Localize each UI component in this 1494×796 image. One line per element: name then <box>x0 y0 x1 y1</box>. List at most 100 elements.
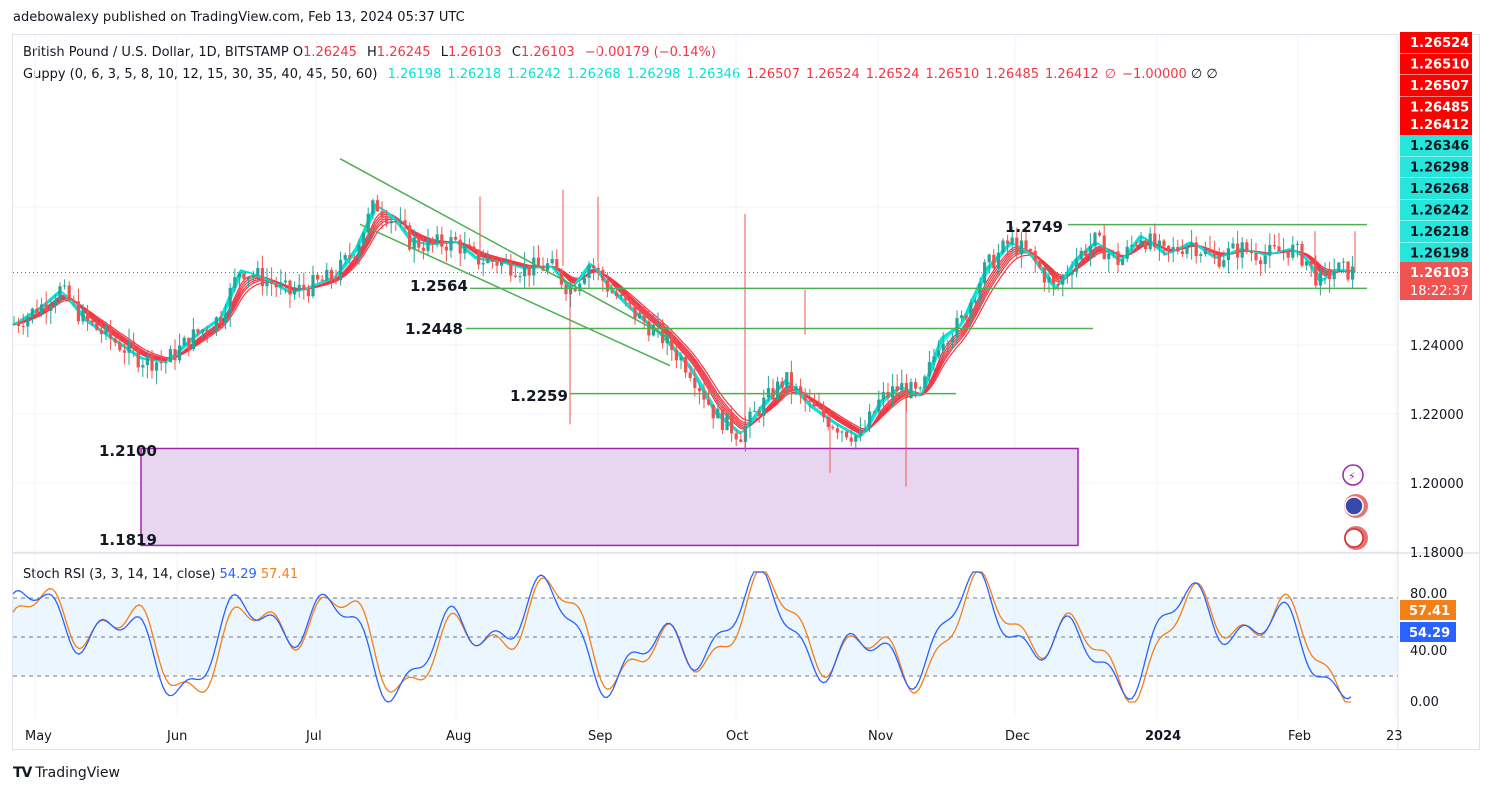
candle-body <box>155 362 159 371</box>
candle-body <box>822 407 826 418</box>
candle-body <box>297 284 301 291</box>
candle-body <box>339 259 343 281</box>
candle-body <box>927 362 931 377</box>
candle-body <box>1065 274 1069 277</box>
candle-body <box>44 304 48 312</box>
candle-body <box>711 404 715 419</box>
candle-body <box>1314 264 1318 286</box>
badge-red-text: 1.26524 <box>1410 36 1469 51</box>
candle-body <box>863 428 867 431</box>
candle-body <box>113 338 117 343</box>
stoch-legend[interactable]: Stoch RSI (3, 3, 14, 14, close) 54.29 57… <box>23 567 298 582</box>
candle-body <box>21 326 25 328</box>
candle-body <box>201 329 205 333</box>
badge-cyan-text: 1.26242 <box>1410 204 1469 219</box>
stoch-tick: 80.00 <box>1410 587 1447 602</box>
candle-body <box>316 274 320 280</box>
candle-body <box>352 257 356 259</box>
candle-body <box>946 343 950 345</box>
candle-body <box>785 372 789 388</box>
candle-body <box>693 377 697 389</box>
candle-body <box>987 254 991 263</box>
tradingview-logo-icon: TV <box>13 765 32 781</box>
time-label: May <box>25 729 52 744</box>
guppy-slow-value-2: 1.26524 <box>865 67 920 82</box>
candle-body <box>900 383 904 391</box>
label-1-2448: 1.2448 <box>405 320 463 338</box>
candle-body <box>76 301 80 322</box>
guppy-slow-value-4: 1.26485 <box>985 67 1040 82</box>
candle-body <box>1190 242 1194 247</box>
candle-body <box>1226 248 1230 261</box>
time-label: Jul <box>305 729 322 744</box>
candle-body <box>812 401 816 407</box>
candle-body <box>1254 253 1258 261</box>
time-label: Oct <box>726 729 748 744</box>
candle-body <box>937 350 941 357</box>
candle-body <box>159 362 163 364</box>
candle-body <box>247 276 251 280</box>
candle-body <box>868 411 872 429</box>
candle-body <box>237 273 241 278</box>
candle-body <box>449 237 453 251</box>
candle-body <box>996 252 1000 269</box>
candle-body <box>118 342 122 351</box>
candle-body <box>191 329 195 350</box>
candle-body <box>592 265 596 268</box>
candle-body <box>688 372 692 378</box>
candle-body <box>444 246 448 251</box>
candle-body <box>141 365 145 368</box>
candle-body <box>417 237 421 248</box>
candle-body <box>587 265 591 278</box>
candle-body <box>619 294 623 297</box>
badge-cyan <box>1400 178 1472 199</box>
candle-body <box>1098 232 1102 236</box>
candle-body <box>1093 232 1097 247</box>
candle-body <box>762 397 766 416</box>
last-price-text: 1.26103 <box>1410 266 1469 281</box>
guppy-slow-value-0: 1.26507 <box>746 67 800 82</box>
stoch-d-value: 57.41 <box>260 567 299 582</box>
candle-body <box>385 217 389 224</box>
candle-body <box>302 284 306 290</box>
candle-body <box>509 260 513 276</box>
candle-body <box>182 337 186 346</box>
symbol-legend[interactable]: British Pound / U.S. Dollar, 1D, BITSTAM… <box>23 45 716 60</box>
candle-body <box>311 274 315 297</box>
candle-body <box>973 300 977 303</box>
guppy-fast-value-3: 1.26268 <box>566 67 621 82</box>
candle-body <box>214 317 218 331</box>
badge-red <box>1400 32 1472 53</box>
candle-body <box>628 300 632 305</box>
candle-body <box>872 411 876 413</box>
label-1-2749: 1.2749 <box>1005 218 1063 236</box>
badge-cyan <box>1400 199 1472 221</box>
candle-body <box>817 406 821 408</box>
guppy-label: Guppy (0, 6, 3, 5, 8, 10, 12, 15, 30, 35… <box>23 67 378 82</box>
candle-body <box>555 259 559 271</box>
candle-body <box>145 354 149 366</box>
price-tick: 1.22000 <box>1410 408 1464 423</box>
candle-body <box>725 413 729 431</box>
candle-body <box>122 350 126 353</box>
candle-body <box>1029 248 1033 251</box>
candle-body <box>320 279 324 281</box>
candle-body <box>412 237 416 250</box>
candle-body <box>1088 246 1092 257</box>
candle-body <box>421 247 425 251</box>
candle-body <box>228 287 232 315</box>
candle-body <box>454 237 458 240</box>
candle-body <box>840 431 844 433</box>
guppy-legend[interactable]: Guppy (0, 6, 3, 5, 8, 10, 12, 15, 30, 35… <box>23 67 1218 82</box>
candle-body <box>458 239 462 254</box>
usd-flag-inner <box>1344 528 1364 548</box>
candle-body <box>1309 261 1313 265</box>
stoch-k-value: 54.29 <box>219 567 257 582</box>
candle-body <box>1148 233 1152 250</box>
badge-red <box>1400 96 1472 118</box>
candle-body <box>173 349 177 361</box>
candle-body <box>1291 244 1295 258</box>
candle-body <box>753 411 757 413</box>
label-1-2564: 1.2564 <box>410 277 468 295</box>
